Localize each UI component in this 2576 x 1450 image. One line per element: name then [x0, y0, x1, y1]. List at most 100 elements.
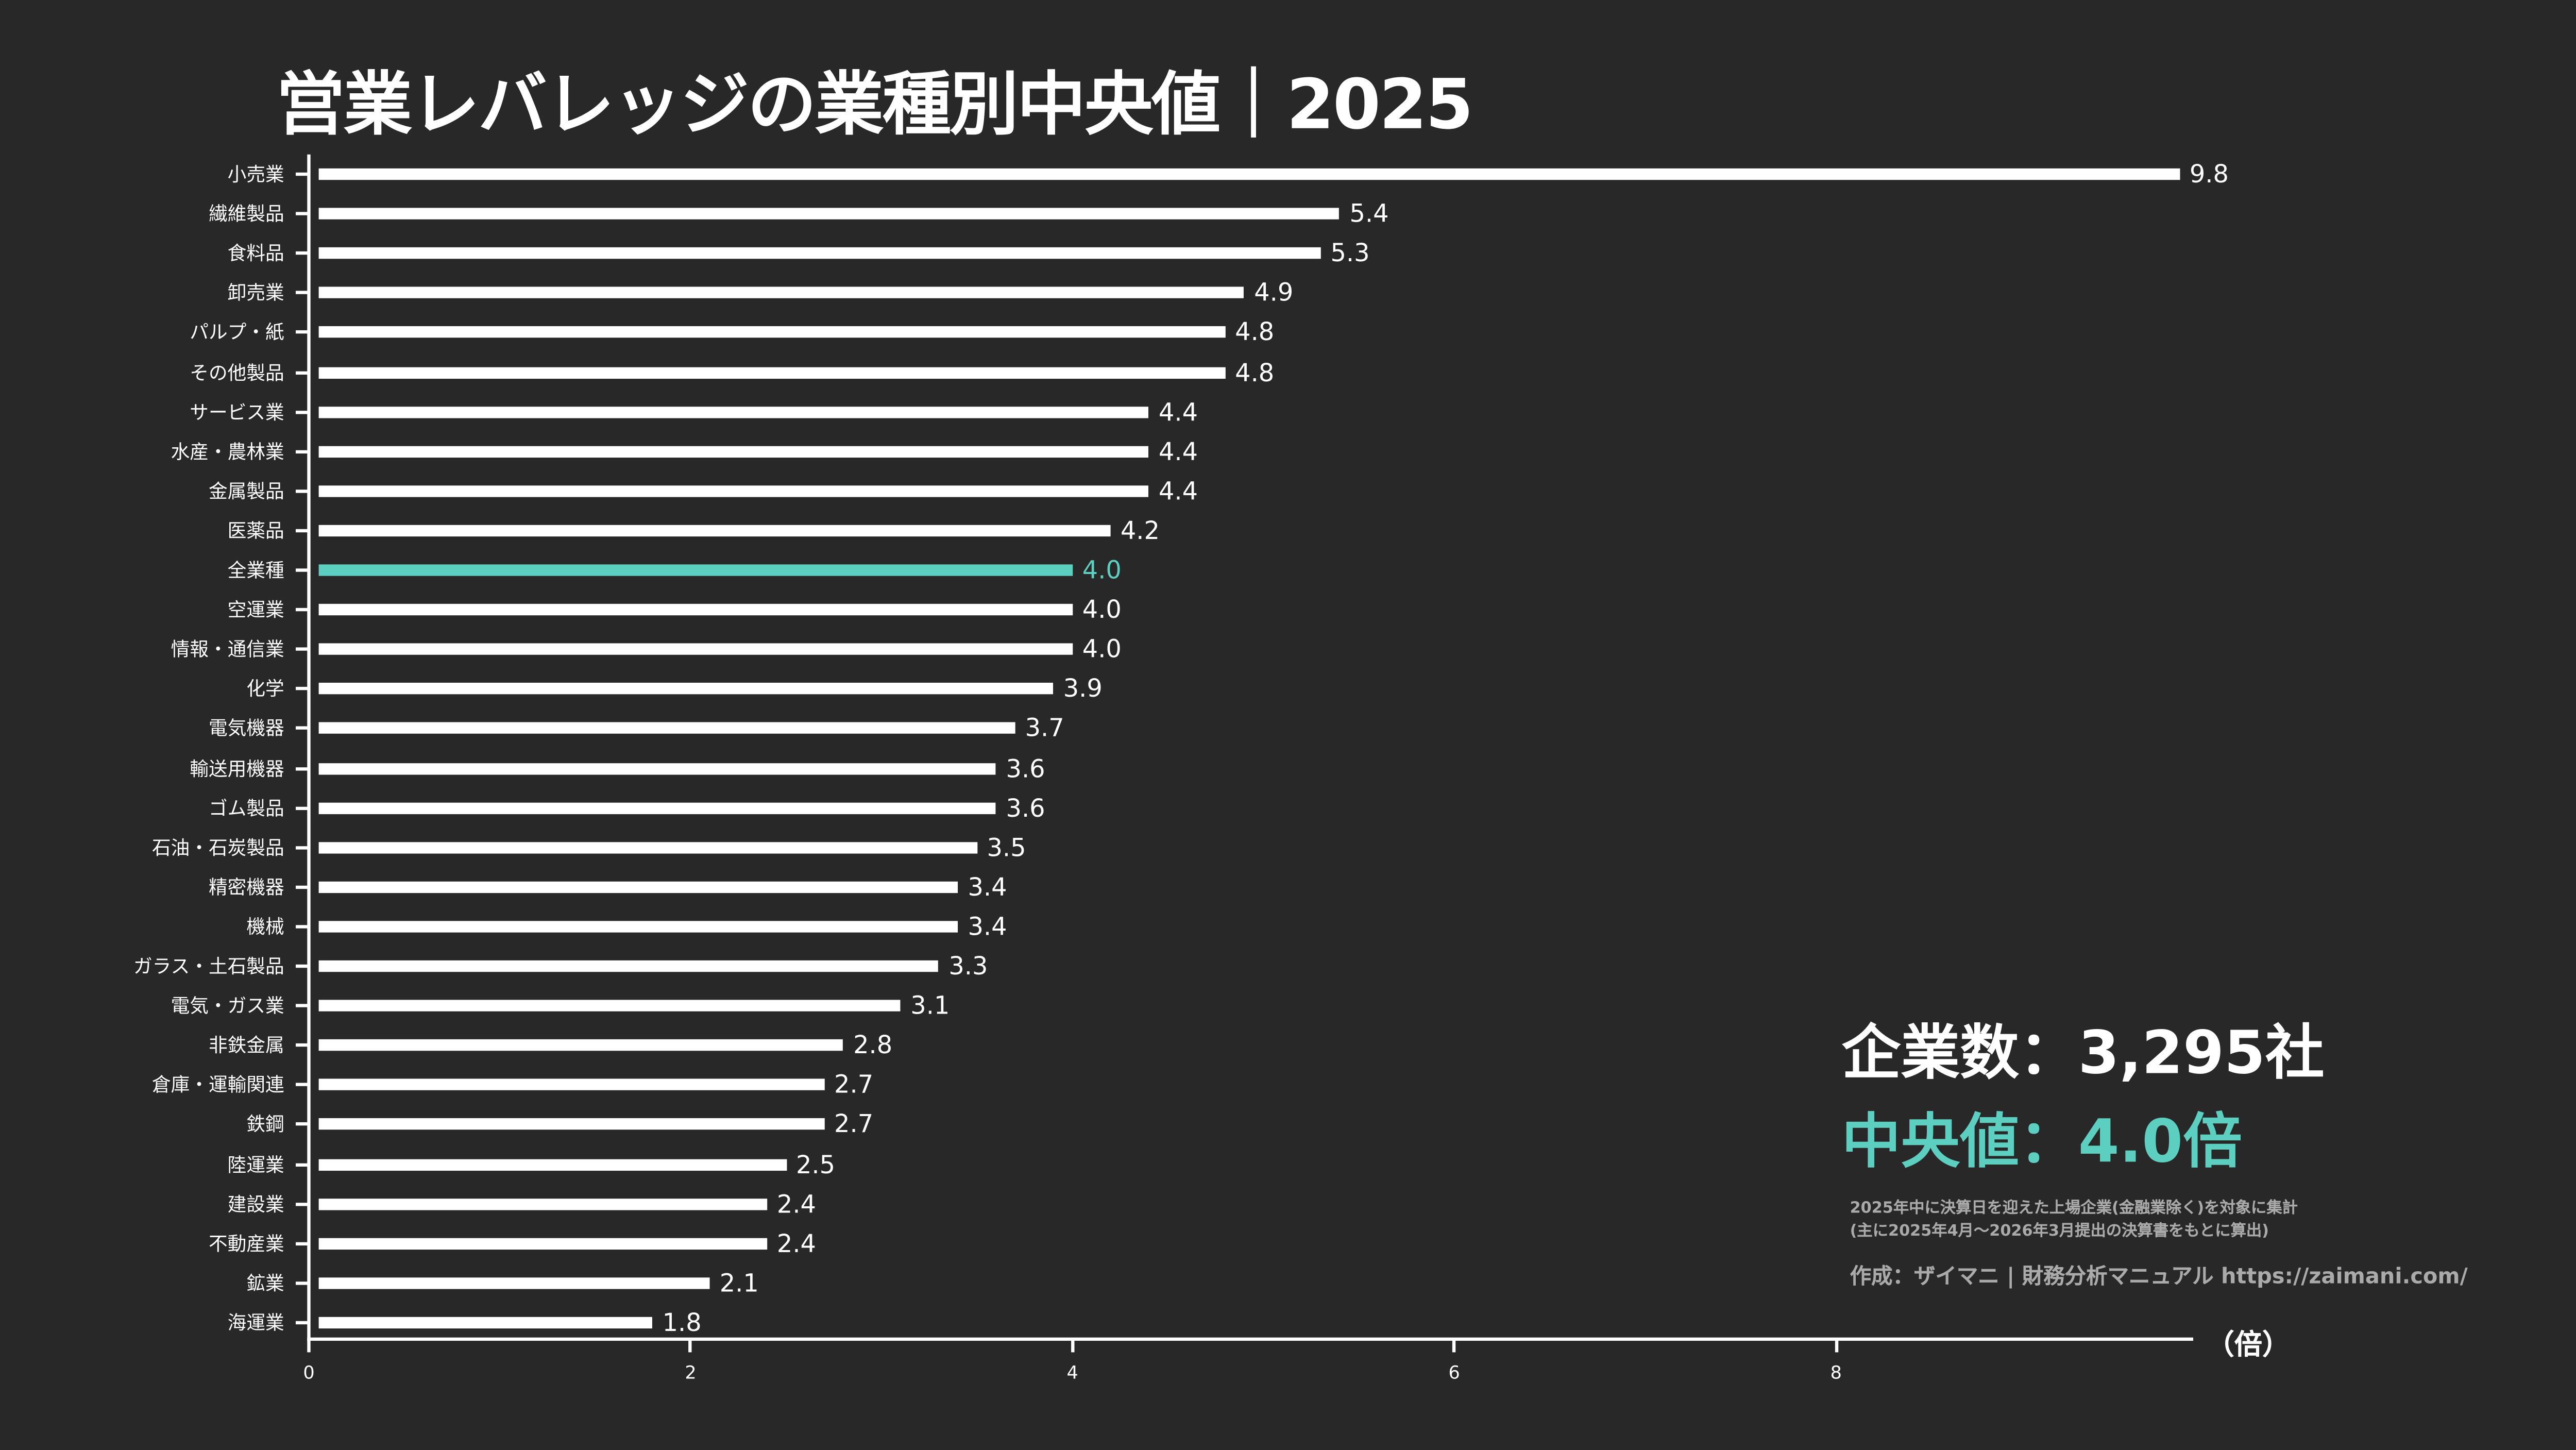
data-label: 2.1 — [719, 1268, 759, 1298]
data-label: 4.0 — [1082, 595, 1122, 625]
data-label: 2.7 — [834, 1070, 874, 1100]
credit: 作成：ザイマニ | 財務分析マニュアル https://zaimani.com/ — [1850, 1265, 2468, 1290]
bar — [318, 525, 1111, 536]
bar — [318, 841, 977, 853]
y-tick-label: その他製品 — [190, 360, 284, 384]
bar — [318, 802, 996, 814]
bar — [318, 881, 958, 893]
data-label: 3.6 — [1006, 753, 1045, 783]
data-label: 2.4 — [776, 1189, 816, 1219]
y-tick-label: 電気・ガス業 — [171, 994, 284, 1018]
y-tick — [295, 1202, 309, 1206]
y-tick-label: 空運業 — [227, 598, 284, 621]
y-tick-label: 卸売業 — [227, 281, 284, 305]
bar — [318, 485, 1149, 497]
median-value: 中央値：4.0倍 — [1841, 1109, 2242, 1177]
y-tick — [295, 568, 309, 572]
data-label: 3.7 — [1025, 714, 1064, 744]
data-label: 3.4 — [968, 912, 1007, 941]
y-tick-label: 輸送用機器 — [190, 756, 284, 780]
data-label: 3.4 — [968, 872, 1007, 902]
data-label: 5.3 — [1330, 238, 1370, 268]
y-tick — [295, 766, 309, 770]
bar — [318, 1079, 824, 1091]
y-tick — [295, 1241, 309, 1245]
bar — [318, 327, 1226, 339]
y-tick-label: 鉱業 — [246, 1271, 284, 1295]
y-tick-label: 医薬品 — [227, 519, 284, 542]
y-tick — [295, 1123, 309, 1126]
y-tick — [295, 924, 309, 929]
y-tick-label: 金属製品 — [208, 479, 284, 503]
y-tick-label: 陸運業 — [227, 1152, 284, 1176]
bar — [318, 1277, 710, 1289]
note-line-1: 2025年中に決算日を迎えた上場企業(金融業除く)を対象に集計 — [1850, 1199, 2298, 1218]
company-count: 企業数：3,295社 — [1841, 1020, 2325, 1088]
y-tick — [295, 410, 309, 414]
x-axis-line — [307, 1337, 2194, 1341]
y-axis-line — [307, 154, 311, 1341]
data-label: 2.5 — [795, 1149, 836, 1179]
y-tick-label: 不動産業 — [208, 1232, 284, 1255]
y-tick-label: 海運業 — [227, 1311, 284, 1334]
bar — [318, 960, 939, 972]
y-tick-label: パルプ・紙 — [190, 321, 284, 344]
bar — [318, 1317, 653, 1328]
y-tick — [295, 331, 309, 334]
bar — [318, 1119, 824, 1131]
x-tick-label: 0 — [303, 1362, 315, 1384]
y-tick-label: 小売業 — [227, 162, 284, 186]
y-tick-label: 化学 — [246, 677, 284, 701]
data-label: 1.8 — [662, 1307, 702, 1338]
data-label: 4.2 — [1120, 515, 1160, 546]
data-label: 4.4 — [1158, 397, 1198, 427]
bar — [318, 287, 1245, 299]
bar — [318, 366, 1226, 378]
y-tick — [295, 687, 309, 691]
x-tick-label: 4 — [1066, 1362, 1078, 1384]
x-tick — [307, 1339, 311, 1353]
y-tick-label: 建設業 — [227, 1192, 284, 1216]
bar — [318, 1039, 843, 1051]
y-tick — [295, 846, 309, 849]
y-tick — [295, 964, 309, 968]
data-label: 2.7 — [834, 1109, 874, 1140]
data-label: 3.1 — [910, 991, 950, 1021]
data-label: 9.8 — [2189, 159, 2229, 189]
data-label: 3.6 — [1006, 793, 1045, 823]
data-label: 3.9 — [1063, 674, 1103, 704]
y-tick — [295, 806, 309, 810]
y-tick — [295, 212, 309, 216]
data-label: 2.4 — [776, 1228, 816, 1258]
x-tick — [1452, 1339, 1456, 1353]
y-tick — [295, 370, 309, 374]
x-tick — [1071, 1339, 1074, 1353]
bar — [318, 722, 1015, 735]
bar — [318, 406, 1149, 418]
bar-highlighted — [318, 564, 1073, 576]
y-tick — [295, 608, 309, 612]
data-label: 4.4 — [1158, 436, 1198, 466]
y-tick — [295, 1083, 309, 1087]
y-tick-label: ゴム製品 — [208, 796, 284, 819]
y-tick — [295, 1281, 309, 1285]
y-tick-label: 情報・通信業 — [171, 637, 284, 661]
y-tick — [295, 1162, 309, 1166]
x-tick-label: 6 — [1448, 1362, 1460, 1384]
data-label: 3.3 — [948, 951, 988, 981]
data-label: 4.8 — [1235, 317, 1275, 348]
y-tick — [295, 647, 309, 651]
bar — [318, 762, 996, 774]
bar — [318, 247, 1321, 259]
y-tick-label: 非鉄金属 — [208, 1034, 284, 1057]
y-tick-label: 機械 — [246, 915, 284, 938]
y-tick-label: 全業種 — [227, 559, 284, 582]
data-label: 4.0 — [1082, 634, 1122, 664]
bar — [318, 208, 1340, 220]
bar — [318, 683, 1054, 695]
y-tick-label: 電気機器 — [208, 717, 284, 740]
y-tick — [295, 449, 309, 453]
y-tick-label: 繊維製品 — [208, 202, 284, 226]
y-tick — [295, 291, 309, 295]
bar — [318, 604, 1073, 616]
